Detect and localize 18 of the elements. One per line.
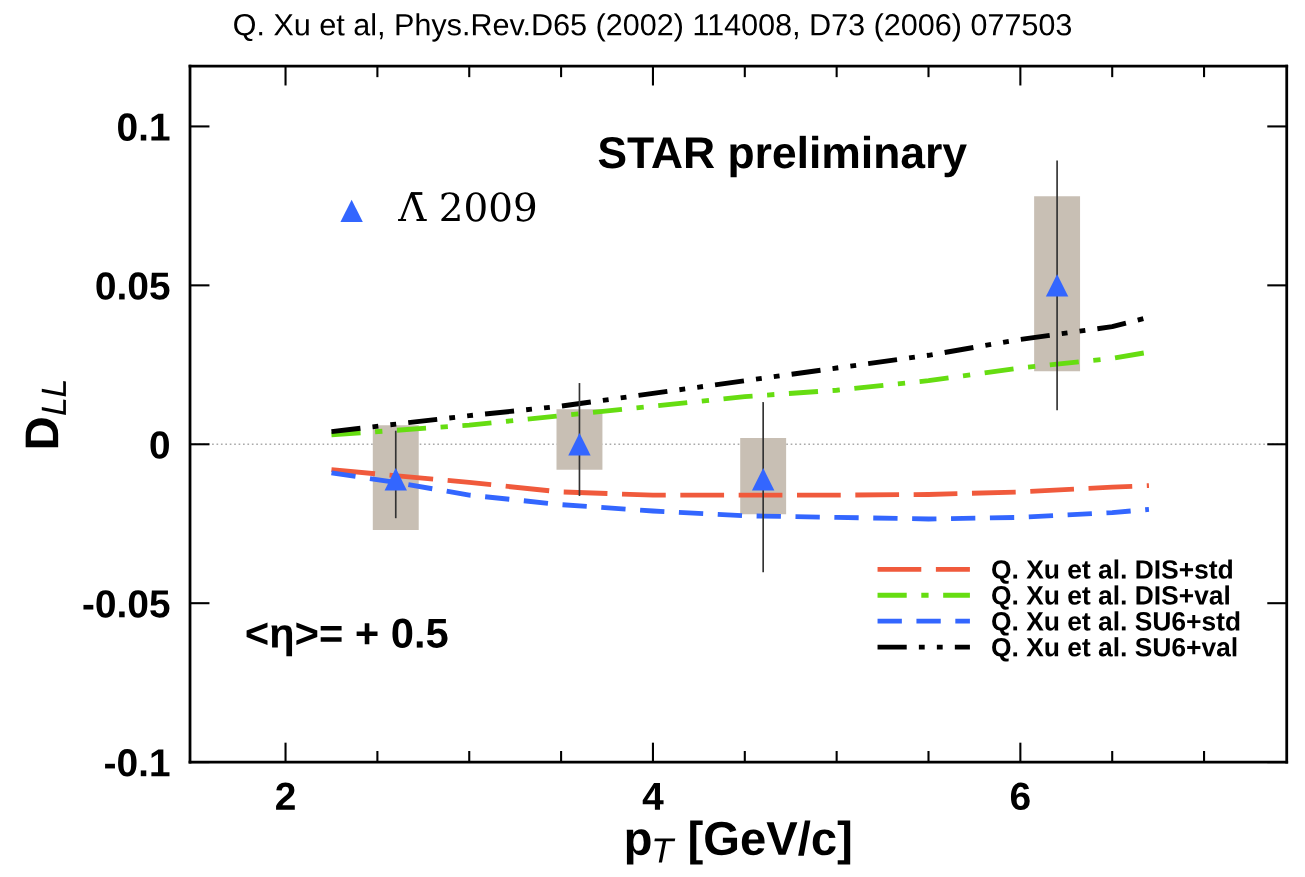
x-tick-label: 6 (1010, 782, 1030, 811)
y-tick-label: -0.1 (105, 749, 170, 777)
annotation: <η>= + 0.5 (246, 618, 448, 657)
legend-label: Q. Xu et al. SU6+val (992, 637, 1237, 662)
y-axis-title: D$_{LL}$ (25, 381, 66, 448)
chart-title: Q. Xu et al, Phys.Rev.D65 (2002) 114008, D73 (2006) 077503 (234, 13, 1072, 42)
y-tick-label: -0.05 (83, 590, 170, 618)
y-tick-label: 0.1 (118, 113, 170, 141)
legend-label: Q. Xu et al. DIS+val (992, 585, 1229, 610)
x-tick-label: 4 (642, 782, 664, 810)
x-tick-label: 2 (276, 782, 295, 810)
legend-label: Q. Xu et al. SU6+std (992, 611, 1240, 636)
y-tick-label: 0.05 (96, 272, 170, 300)
annotation: STAR preliminary (598, 135, 967, 178)
legend-label: Q. Xu et al. DIS+std (992, 559, 1232, 584)
y-tick-label: 0 (150, 431, 169, 459)
legend-label: Λ̄ 2009 (398, 192, 536, 222)
x-axis-title: p$_{T}$ [GeV/c] (626, 820, 851, 865)
